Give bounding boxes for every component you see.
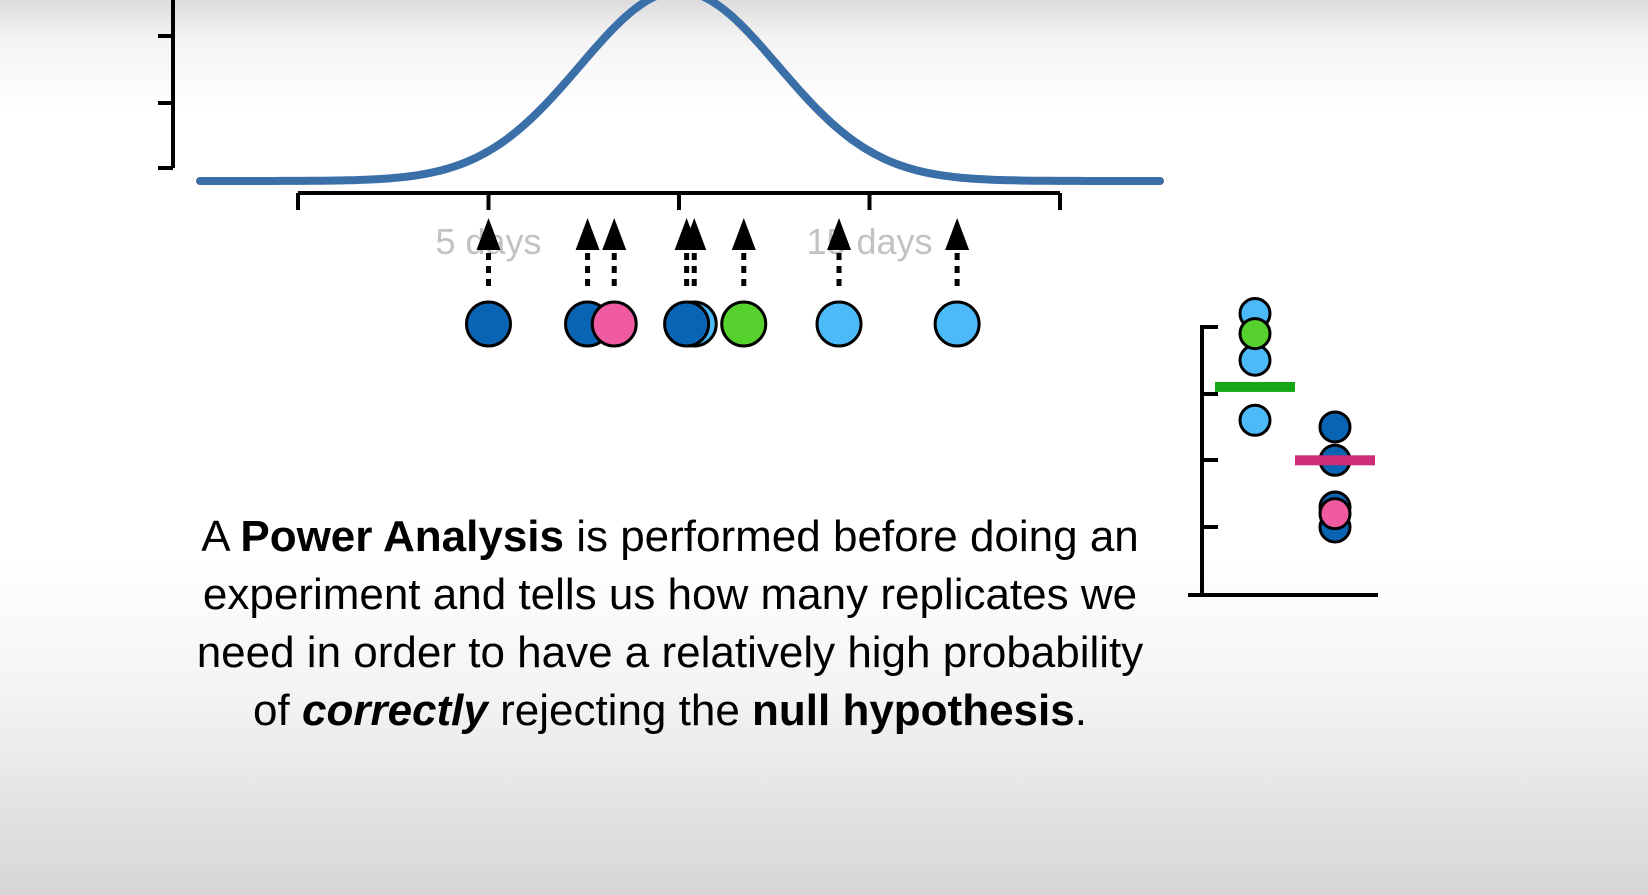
group-comparison-plot [1188, 297, 1378, 597]
caption-emphasis-power-analysis: Power Analysis [240, 512, 564, 561]
group-mean-bar [1215, 381, 1295, 392]
group-point [1238, 317, 1272, 351]
caption-emphasis-correctly: correctly [301, 686, 488, 735]
distribution-x-axis [296, 191, 1062, 210]
distribution-y-axis [158, 0, 175, 170]
arrow-head-icon [945, 218, 970, 250]
arrow-head-icon [575, 218, 600, 250]
arrow-head-icon [476, 218, 501, 250]
sample-point [663, 300, 711, 348]
distribution-plot: 5 days 15 days [158, 0, 1164, 262]
arrow-head-icon [731, 218, 756, 250]
sample-point [590, 300, 638, 348]
caption-emphasis-null-hypothesis: null hypothesis [752, 686, 1075, 735]
caption-part: is performed before doing an experiment … [196, 512, 1144, 735]
group-point [1318, 497, 1352, 531]
arrow-head-icon [602, 218, 627, 250]
caption-text: A Power Analysis is performed before doi… [180, 508, 1160, 740]
group-point [1318, 410, 1352, 444]
caption-part: rejecting the [487, 686, 753, 735]
normal-curve [196, 0, 1164, 185]
sample-arrows [476, 218, 970, 286]
caption-part: . [1074, 686, 1087, 735]
arrow-head-icon [827, 218, 852, 250]
x-tick-label: 15 days [806, 221, 932, 262]
sample-point [720, 300, 768, 348]
group-point [1238, 403, 1272, 437]
arrow-head-icon [674, 218, 699, 250]
group-plot-axes [1188, 325, 1378, 597]
sample-points [465, 300, 981, 348]
sample-point [933, 300, 981, 348]
group-mean-bar [1295, 455, 1375, 466]
sample-point [815, 300, 863, 348]
sample-point [465, 300, 512, 348]
caption-part: A [201, 512, 241, 561]
